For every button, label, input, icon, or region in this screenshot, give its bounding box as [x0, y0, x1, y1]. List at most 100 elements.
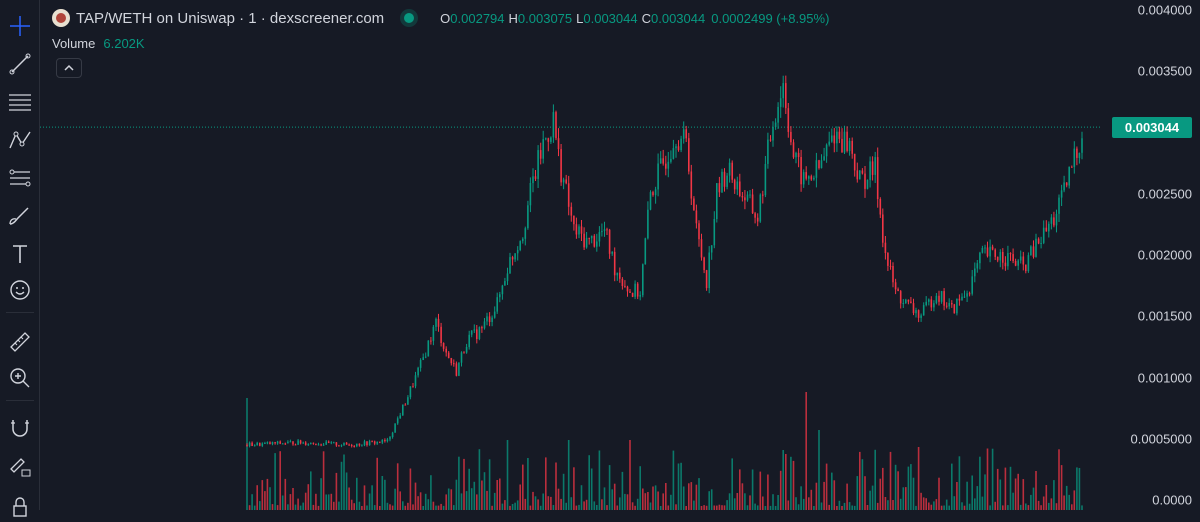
volume-bar [287, 504, 289, 510]
brush-tool[interactable] [4, 200, 36, 232]
volume-bar [808, 497, 810, 510]
candle-body [463, 352, 465, 354]
candle-body [1032, 246, 1035, 257]
candle-body [989, 246, 991, 257]
lock-tool[interactable] [4, 490, 36, 522]
candle-body [951, 303, 953, 305]
volume-bar [1068, 494, 1070, 510]
candle-body [713, 219, 716, 246]
crosshair-tool[interactable] [4, 10, 36, 42]
volume-bar [570, 497, 573, 510]
lock-draw-tool[interactable] [4, 450, 36, 482]
volume-bar [917, 447, 920, 510]
candle-body [825, 144, 828, 157]
candle-body [547, 138, 550, 142]
candle-body [539, 150, 542, 159]
candle-body [871, 161, 874, 175]
horizontal-lines-tool[interactable] [4, 86, 36, 118]
candle-body [731, 162, 733, 180]
volume-bar [557, 488, 560, 510]
candle-body [828, 141, 830, 145]
candle-body [588, 237, 590, 239]
candle-body [1012, 254, 1014, 261]
candle-body [427, 340, 430, 357]
volume-bar [588, 455, 590, 510]
volume-bar [619, 497, 621, 510]
candle-body [562, 179, 565, 183]
candle-body [948, 303, 950, 307]
volume-bar [447, 488, 450, 510]
candle-body [971, 276, 973, 294]
volume-bar [601, 499, 603, 510]
volume-bar [412, 504, 414, 510]
volume-bar [989, 505, 991, 510]
candle-body [560, 149, 562, 183]
candle-body [465, 347, 468, 353]
volume-bar [532, 491, 534, 510]
volume-bar [897, 471, 899, 510]
ruler-tool[interactable] [4, 326, 36, 358]
trend-line-tool[interactable] [4, 48, 36, 80]
volume-bar [279, 451, 281, 510]
volume-bar [772, 494, 774, 510]
volume-bar [744, 493, 746, 510]
volume-bar [386, 502, 389, 510]
fib-tool[interactable] [4, 162, 36, 194]
volume-bar [912, 477, 915, 510]
candle-body [432, 326, 435, 341]
collapse-legend-button[interactable] [56, 58, 82, 78]
candlestick-chart[interactable] [40, 0, 1100, 510]
volume-bar [920, 492, 922, 510]
candle-body [782, 83, 784, 99]
volume-bar [465, 491, 468, 510]
volume-bar [685, 506, 687, 510]
candle-body [634, 283, 636, 297]
volume-bar [575, 505, 578, 510]
volume-bar [414, 482, 417, 510]
candle-body [843, 131, 846, 153]
volume-bar [256, 485, 258, 510]
volume-bar [636, 498, 639, 510]
candle-body [1053, 217, 1055, 226]
pattern-icon [9, 131, 31, 149]
candle-body [690, 171, 693, 199]
emoji-icon [10, 280, 30, 300]
candle-body [930, 299, 933, 308]
candle-body [1071, 166, 1073, 168]
volume-bar [876, 502, 879, 510]
candle-body [381, 440, 384, 443]
candle-body [920, 315, 922, 318]
volume-bar [672, 450, 675, 510]
magnet-tool[interactable] [4, 412, 36, 444]
emoji-tool[interactable] [4, 274, 36, 306]
ruler-icon [10, 332, 30, 352]
volume-bar [417, 496, 419, 510]
candle-body [251, 442, 253, 446]
volume-bar [759, 471, 762, 510]
volume-bar [1065, 485, 1068, 510]
candle-body [537, 150, 539, 179]
candle-body [682, 129, 685, 139]
volume-bar [879, 478, 882, 510]
volume-bar [754, 503, 756, 510]
candle-body [350, 445, 353, 446]
candle-body [269, 442, 271, 445]
pattern-tool[interactable] [4, 124, 36, 156]
candle-body [422, 357, 424, 360]
volume-bar [647, 492, 649, 510]
volume-bar [999, 479, 1002, 510]
price-tick-label: 0.0000 [1152, 492, 1192, 508]
volume-bar [621, 471, 624, 510]
candle-body [815, 160, 818, 178]
market-status-icon[interactable] [404, 13, 415, 23]
candle-body [721, 171, 723, 193]
volume-bar [565, 502, 567, 510]
price-axis[interactable]: 0.0040000.0035000.0030000.0025000.002000… [1100, 0, 1200, 510]
volume-bar [966, 481, 968, 510]
candle-body [619, 272, 621, 279]
chart-area[interactable] [40, 0, 1100, 510]
text-tool[interactable] [4, 238, 36, 270]
volume-bar [787, 500, 790, 510]
candle-body [593, 235, 596, 247]
zoom-in-tool[interactable] [4, 362, 36, 394]
